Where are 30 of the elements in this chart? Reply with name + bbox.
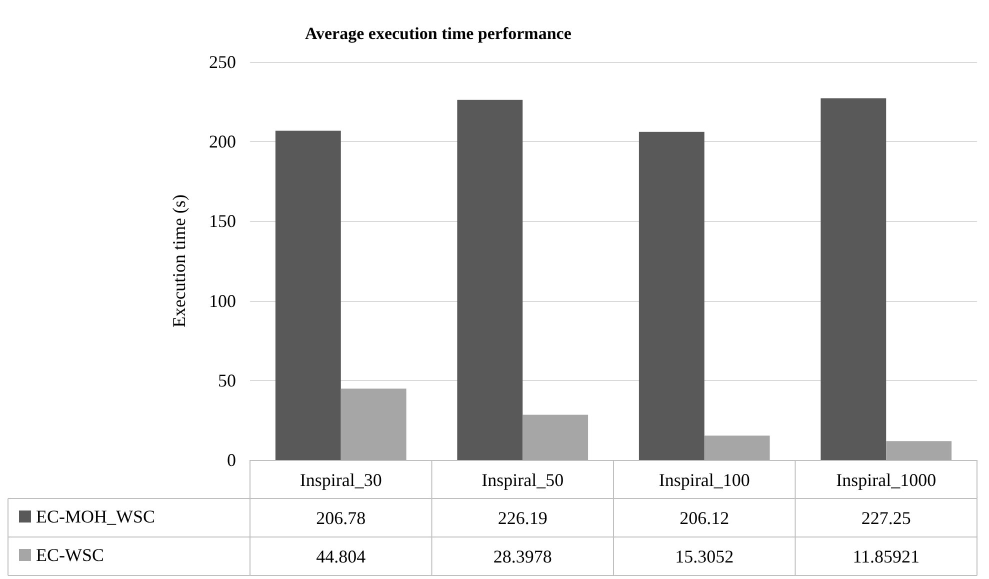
data-label: 226.19 [498,508,548,528]
legend-label: EC-WSC [36,545,104,565]
y-tick-label: 100 [209,290,236,311]
y-tick-label: 0 [227,450,236,470]
bar [820,98,886,460]
bar [340,388,406,460]
y-tick-label: 200 [209,132,236,152]
data-label: 206.78 [316,508,366,528]
x-tick-label: Inspiral_50 [482,470,564,490]
data-label: 227.25 [861,508,911,528]
data-label: 28.3978 [493,546,552,566]
chart-title: Average execution time performance [305,24,572,43]
bar [457,100,523,460]
x-tick-label: Inspiral_100 [658,470,750,490]
x-tick-label: Inspiral_30 [300,470,382,490]
x-tick-label: Inspiral_1000 [836,470,936,490]
bar [275,130,341,460]
data-label: 206.12 [680,508,730,528]
bar [704,436,770,460]
data-label: 15.3052 [675,546,734,566]
data-label: 11.85921 [852,546,920,566]
bar [886,441,952,460]
legend-label: EC-MOH_WSC [36,506,156,526]
data-label: 44.804 [316,546,366,566]
y-tick-label: 250 [209,52,236,72]
bar [522,414,588,460]
bar [638,132,704,460]
y-tick-label: 150 [209,211,236,232]
y-tick-label: 50 [218,370,236,390]
y-axis-title: Execution time (s) [169,194,189,328]
